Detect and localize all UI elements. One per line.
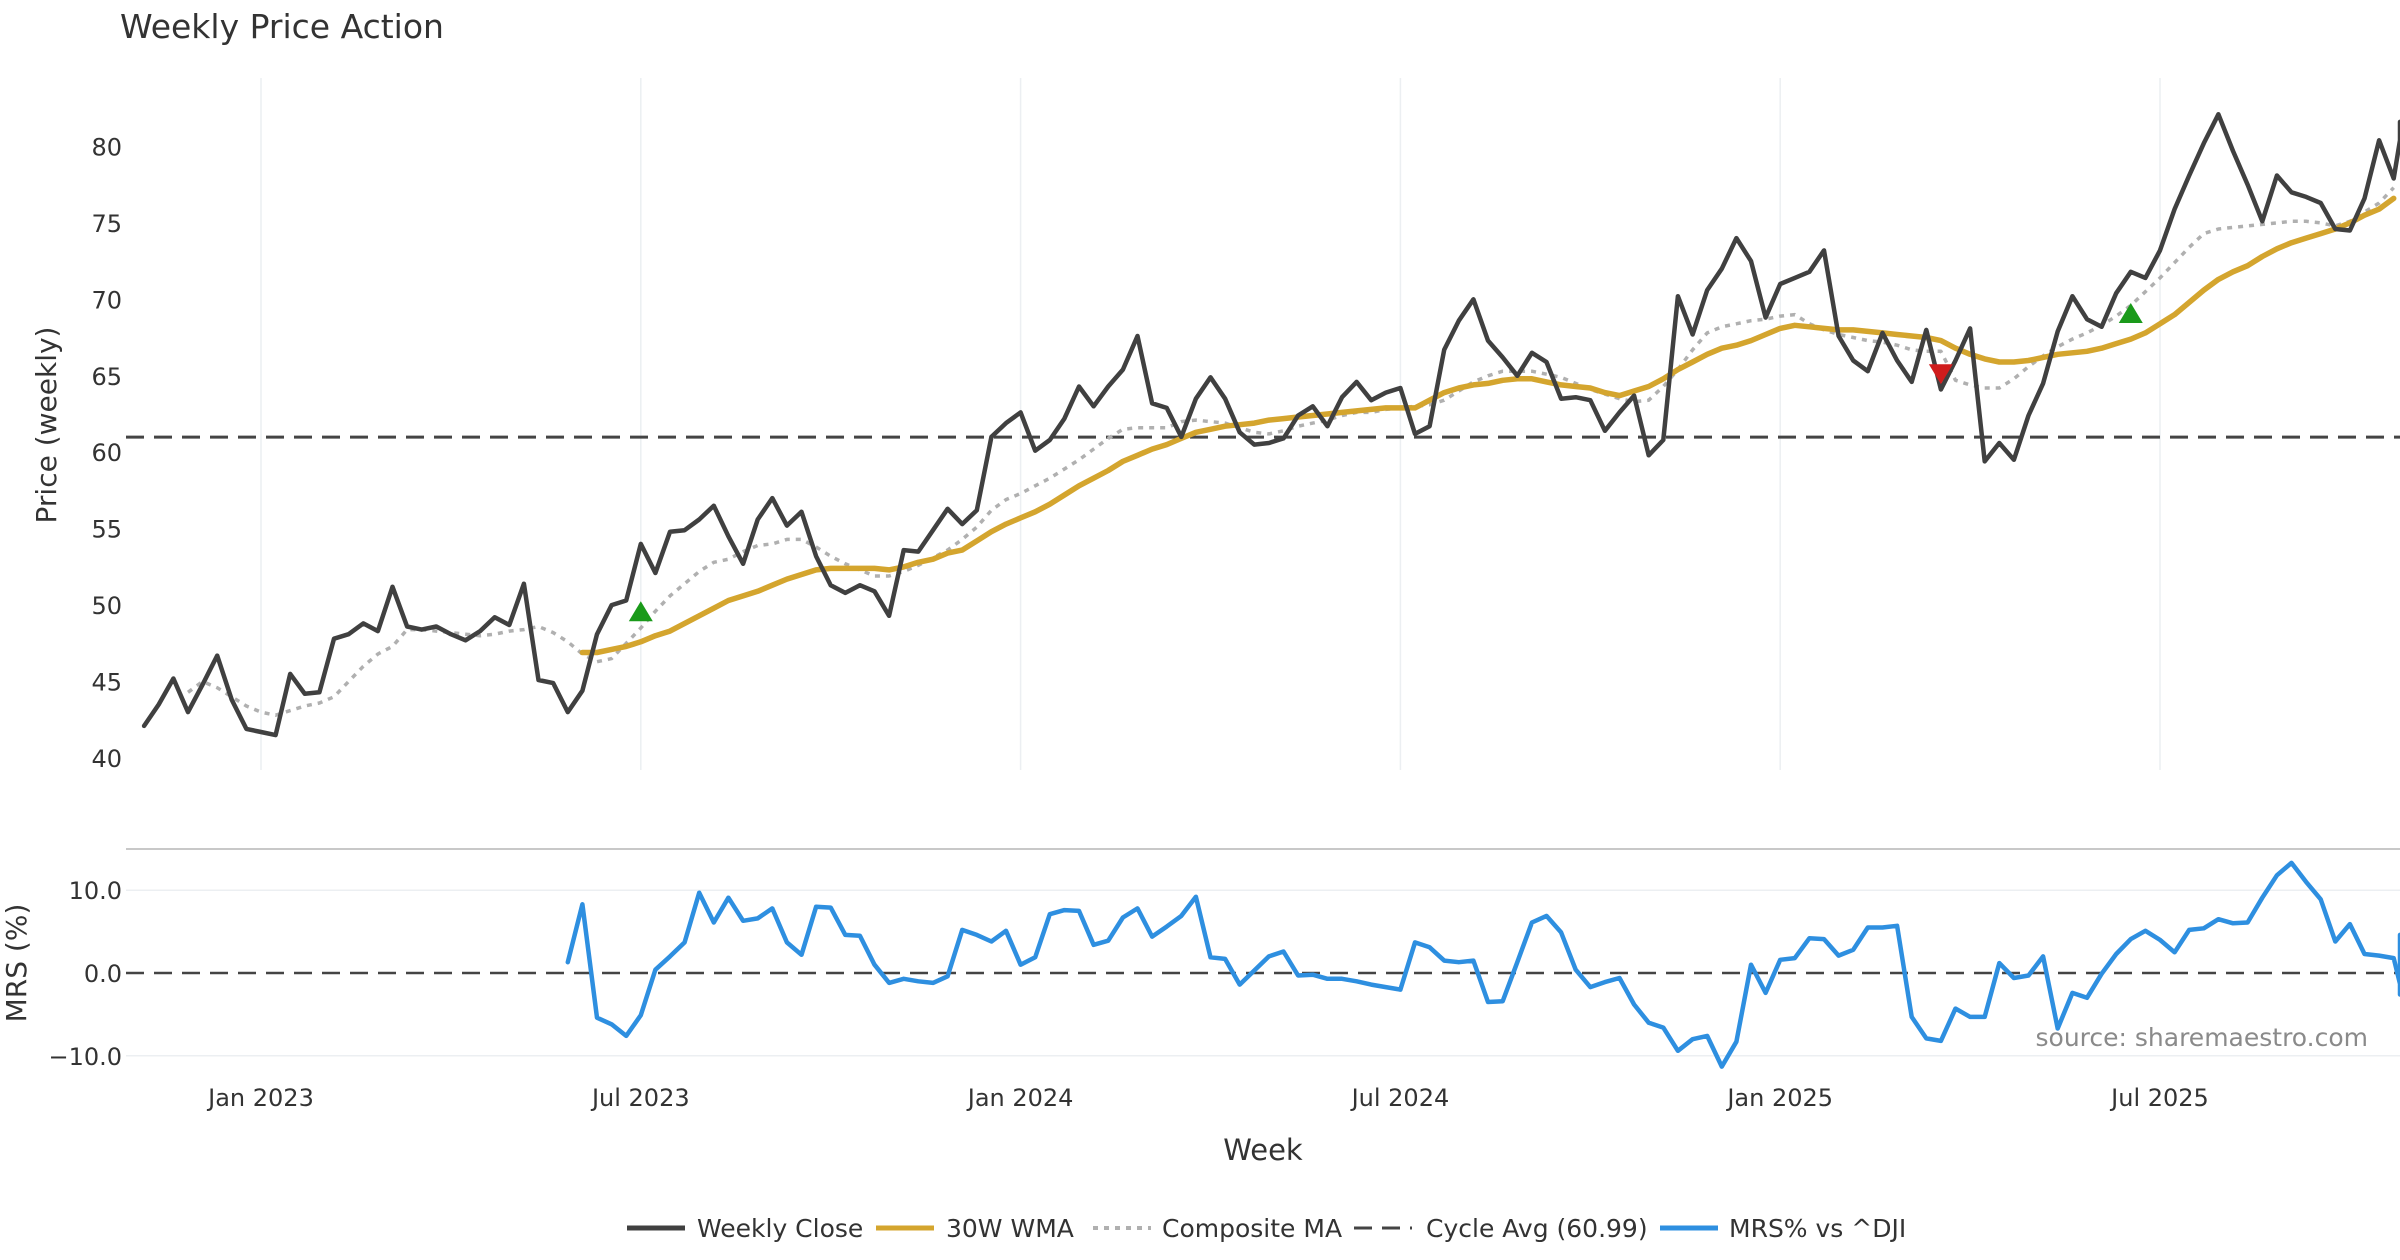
legend-label-cycle-avg: Cycle Avg (60.99) [1426,1214,1648,1243]
price-y-tick-60: 60 [91,439,122,467]
x-tick-3: Jul 2024 [1350,1084,1450,1112]
price-y-tick-55: 55 [91,516,122,544]
mrs-y-tick-2: −10.0 [48,1043,122,1071]
mrs-y-axis-ticks: 10.0 0.0 −10.0 [48,877,122,1071]
mrs-panel-gridlines [126,889,2400,1057]
source-note: source: sharemaestro.com [2036,1023,2369,1052]
legend: Weekly Close 30W WMA Composite MA Cycle … [627,1214,1906,1243]
buy-signal-marker-0 [628,601,653,622]
weekly-close-line [141,112,2400,738]
x-axis-label: Week [1223,1133,1303,1167]
price-y-axis-ticks: 40 45 50 55 60 65 70 75 80 [91,133,122,773]
price-y-tick-70: 70 [91,286,122,314]
x-axis-ticks: Jan 2023 Jul 2023 Jan 2024 Jul 2024 Jan 2025… [206,1084,2209,1112]
wma-30w-line [579,195,2397,656]
x-tick-2: Jan 2024 [966,1084,1074,1112]
price-panel-gridlines [260,78,2161,770]
legend-item-mrs: MRS% vs ^DJI [1660,1214,1906,1243]
price-y-tick-75: 75 [91,210,122,238]
legend-item-cycle-avg: Cycle Avg (60.99) [1354,1214,1648,1243]
mrs-y-tick-0: 10.0 [69,877,122,905]
signal-markers [628,303,2143,622]
legend-label-weekly-close: Weekly Close [697,1214,863,1243]
chart-title: Weekly Price Action [120,7,444,46]
x-tick-0: Jan 2023 [206,1084,314,1112]
legend-item-30w-wma: 30W WMA [876,1214,1074,1243]
legend-label-composite-ma: Composite MA [1162,1214,1342,1243]
x-tick-4: Jan 2025 [1725,1084,1833,1112]
legend-label-mrs: MRS% vs ^DJI [1729,1214,1906,1243]
x-tick-5: Jul 2025 [2109,1084,2209,1112]
mrs-line [565,860,2400,1069]
sell-signal-marker-1 [1928,364,1953,385]
x-tick-1: Jul 2023 [590,1084,690,1112]
price-y-axis-label: Price (weekly) [30,327,63,524]
buy-signal-marker-2 [2118,303,2143,324]
price-y-tick-50: 50 [91,592,122,620]
legend-item-composite-ma: Composite MA [1093,1214,1342,1243]
price-y-tick-40: 40 [91,745,122,773]
legend-item-weekly-close: Weekly Close [627,1214,863,1243]
price-y-tick-65: 65 [91,363,122,391]
mrs-y-tick-1: 0.0 [84,960,122,988]
price-y-tick-80: 80 [91,133,122,161]
price-y-tick-45: 45 [91,669,122,697]
mrs-y-axis-label: MRS (%) [0,904,33,1023]
legend-label-30w-wma: 30W WMA [946,1214,1074,1243]
